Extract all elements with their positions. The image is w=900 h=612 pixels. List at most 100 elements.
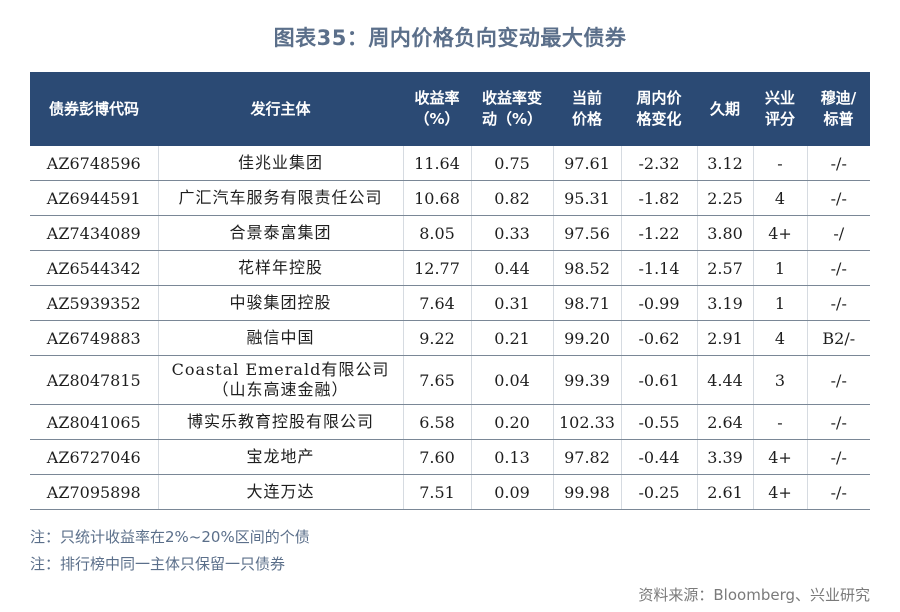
cell-rating: -/ xyxy=(806,215,870,251)
cell-xy-score: 3 xyxy=(752,355,807,405)
cell-yield: 7.64 xyxy=(402,285,471,321)
header-yield: 收益率 （%） xyxy=(403,72,471,146)
cell-rating: B2/- xyxy=(806,320,870,356)
cell-price-change: -1.14 xyxy=(620,250,697,286)
source-note: 资料来源：Bloomberg、兴业研究 xyxy=(638,586,870,604)
cell-issuer: 博实乐教育控股有限公司 xyxy=(157,404,403,440)
cell-bond-code: AZ8047815 xyxy=(30,355,158,405)
chart-title: 图表35：周内价格负向变动最大债券 xyxy=(273,26,627,50)
cell-yield: 7.60 xyxy=(402,439,471,475)
footnotes: 注：只统计收益率在2%~20%区间的个债 注：排行榜中同一主体只保留一只债券 xyxy=(30,524,310,578)
cell-bond-code: AZ6727046 xyxy=(30,439,158,475)
header-label-line: 债券彭博代码 xyxy=(48,99,139,118)
cell-price: 99.98 xyxy=(552,474,621,510)
issuer-line: 花样年控股 xyxy=(237,258,323,277)
cell-duration: 2.64 xyxy=(696,404,753,440)
cell-rating: -/- xyxy=(806,250,870,286)
issuer-line: 合景泰富集团 xyxy=(229,223,332,242)
cell-xy-score: - xyxy=(752,404,807,440)
cell-bond-code: AZ5939352 xyxy=(30,285,158,321)
cell-yield: 12.77 xyxy=(402,250,471,286)
header-label-line: 发行主体 xyxy=(250,99,311,118)
issuer-line: 广汇汽车服务有限责任公司 xyxy=(178,188,383,207)
cell-bond-code: AZ6544342 xyxy=(30,250,158,286)
cell-bond-code: AZ6749883 xyxy=(30,320,158,356)
cell-price: 95.31 xyxy=(552,180,621,216)
cell-yield-change: 0.44 xyxy=(470,250,553,286)
cell-price-change: -2.32 xyxy=(620,146,697,181)
issuer-line: 大连万达 xyxy=(246,482,315,501)
table-row: AZ6944591 广汇汽车服务有限责任公司 10.68 0.82 95.31 -1.82… xyxy=(30,180,870,216)
cell-issuer: 大连万达 xyxy=(157,474,403,510)
cell-xy-score: - xyxy=(752,146,807,181)
cell-yield: 6.58 xyxy=(402,404,471,440)
cell-xy-score: 4+ xyxy=(752,474,807,510)
header-price-change: 周内价 格变化 xyxy=(621,72,697,146)
issuer-line: 融信中国 xyxy=(246,328,315,347)
cell-xy-score: 4+ xyxy=(752,215,807,251)
header-rating: 穆迪/标普 xyxy=(807,72,870,146)
header-duration: 久期 xyxy=(697,72,753,146)
cell-yield-change: 0.09 xyxy=(470,474,553,510)
cell-bond-code: AZ6748596 xyxy=(30,146,158,181)
cell-issuer: 融信中国 xyxy=(157,320,403,356)
cell-rating: -/- xyxy=(806,285,870,321)
cell-price: 98.52 xyxy=(552,250,621,286)
table-row: AZ6727046 宝龙地产 7.60 0.13 97.82 -0.44 3.39 4+ -/- xyxy=(30,439,870,475)
table-row: AZ8047815 Coastal Emerald有限公司 （山东高速金融） 7.65… xyxy=(30,355,870,405)
table-row: AZ8041065 博实乐教育控股有限公司 6.58 0.20 102.33 -0.55 2… xyxy=(30,404,870,440)
cell-rating: -/- xyxy=(806,355,870,405)
issuer-line: 佳兆业集团 xyxy=(237,153,323,172)
cell-yield-change: 0.13 xyxy=(470,439,553,475)
cell-yield-change: 0.75 xyxy=(470,146,553,181)
cell-yield: 10.68 xyxy=(402,180,471,216)
footnote: 注：只统计收益率在2%~20%区间的个债 xyxy=(30,528,310,546)
header-label-line: 周内价 xyxy=(636,89,682,107)
cell-bond-code: AZ8041065 xyxy=(30,404,158,440)
cell-issuer: 宝龙地产 xyxy=(157,439,403,475)
cell-bond-code: AZ6944591 xyxy=(30,180,158,216)
cell-price-change: -0.44 xyxy=(620,439,697,475)
table-row: AZ6748596 佳兆业集团 11.64 0.75 97.61 -2.32 3.12- -/… xyxy=(30,146,870,181)
cell-rating: -/- xyxy=(806,404,870,440)
cell-price: 102.33 xyxy=(552,404,621,440)
cell-duration: 4.44 xyxy=(696,355,753,405)
table-header: 债券彭博代码 发行主体 收益率 （%） 收益率变 动（%） 当前 价格 周内价 格变化 久期 兴业 评分… xyxy=(30,72,870,146)
cell-yield-change: 0.04 xyxy=(470,355,553,405)
header-price: 当前 价格 xyxy=(553,72,621,146)
cell-yield-change: 0.20 xyxy=(470,404,553,440)
cell-xy-score: 1 xyxy=(752,250,807,286)
table-body: AZ6748596 佳兆业集团 11.64 0.75 97.61 -2.32 3.12- -/… xyxy=(30,146,870,510)
cell-price-change: -1.22 xyxy=(620,215,697,251)
issuer-line: 中骏集团控股 xyxy=(229,293,332,312)
header-label-line: 动（%） xyxy=(481,110,543,128)
cell-price-change: -0.61 xyxy=(620,355,697,405)
cell-xy-score: 4 xyxy=(752,320,807,356)
cell-bond-code: AZ7095898 xyxy=(30,474,158,510)
header-bloomberg-code: 债券彭博代码 xyxy=(30,72,158,146)
cell-price-change: -1.82 xyxy=(620,180,697,216)
cell-yield-change: 0.31 xyxy=(470,285,553,321)
cell-price: 98.71 xyxy=(552,285,621,321)
table-row: AZ5939352 中骏集团控股 7.64 0.31 98.71 -0.99 3.19 1 -/… xyxy=(30,285,870,321)
issuer-line: 宝龙地产 xyxy=(246,447,315,466)
cell-yield: 8.05 xyxy=(402,215,471,251)
header-label-line: 久期 xyxy=(709,99,740,118)
cell-xy-score: 4+ xyxy=(752,439,807,475)
cell-price: 99.39 xyxy=(552,355,621,405)
header-label-line: 评分 xyxy=(764,110,795,128)
cell-price-change: -0.55 xyxy=(620,404,697,440)
cell-duration: 2.25 xyxy=(696,180,753,216)
header-row: 债券彭博代码 发行主体 收益率 （%） 收益率变 动（%） 当前 价格 周内价 格变化 久期 兴业 评分… xyxy=(30,72,870,146)
cell-rating: -/- xyxy=(806,180,870,216)
cell-yield-change: 0.33 xyxy=(470,215,553,251)
cell-yield-change: 0.82 xyxy=(470,180,553,216)
cell-duration: 3.80 xyxy=(696,215,753,251)
header-label-line: 兴业 xyxy=(764,89,795,107)
table-row: AZ6544342 花样年控股 12.77 0.44 98.52 -1.14 2.57 1 -/… xyxy=(30,250,870,286)
issuer-line: （山东高速金融） xyxy=(212,380,349,399)
header-issuer: 发行主体 xyxy=(158,72,403,146)
cell-yield: 7.51 xyxy=(402,474,471,510)
cell-issuer: 佳兆业集团 xyxy=(157,146,403,181)
cell-price: 97.61 xyxy=(552,146,621,181)
